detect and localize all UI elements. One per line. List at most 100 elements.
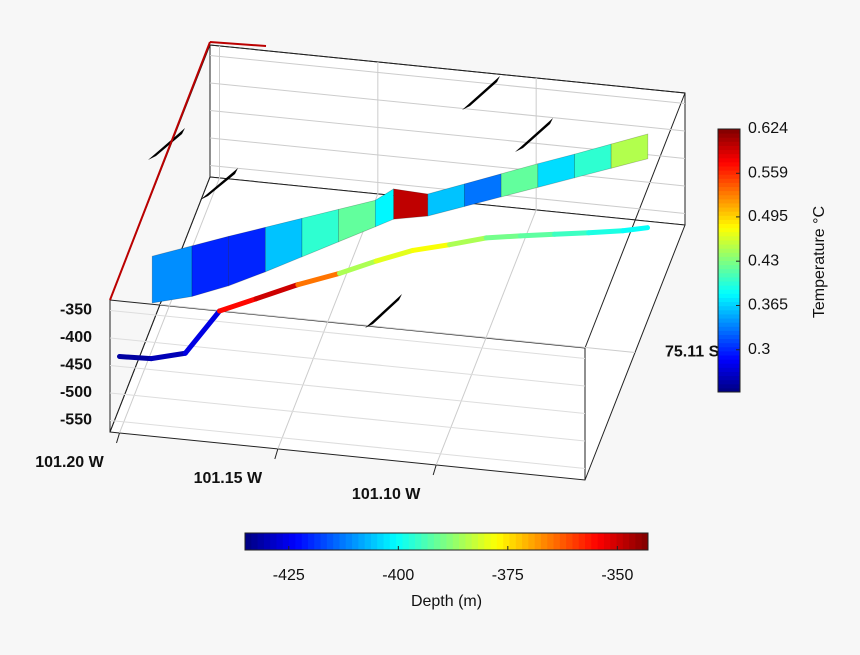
- colorbar-swatch: [408, 533, 416, 550]
- colorbar-swatch: [718, 256, 740, 261]
- track-segment: [552, 230, 592, 237]
- colorbar-swatch: [585, 533, 592, 550]
- colorbar-swatch: [333, 533, 340, 550]
- arrow: [148, 128, 185, 160]
- curtain-segment: [393, 188, 429, 220]
- colorbar-swatch: [718, 178, 740, 183]
- colorbar-swatch: [718, 186, 740, 192]
- colorbar-tick-label: -425: [273, 567, 305, 584]
- x-tick: [274, 448, 279, 460]
- grid-line: [209, 54, 686, 104]
- z-tick-label: -350: [60, 302, 92, 319]
- colorbar-swatch: [718, 301, 740, 307]
- colorbar-swatch: [718, 322, 740, 327]
- colorbar-swatch: [553, 533, 561, 550]
- track-segment: [337, 258, 379, 276]
- arrow: [365, 294, 402, 328]
- colorbar-swatch: [718, 367, 740, 372]
- colorbar-swatch: [396, 533, 403, 550]
- colorbar-swatch: [326, 533, 334, 550]
- colorbar-swatch: [446, 533, 454, 550]
- colorbar-swatch: [352, 533, 359, 550]
- colorbar-swatch: [345, 533, 353, 550]
- colorbar-swatch: [718, 153, 740, 159]
- colorbar-swatch: [289, 533, 296, 550]
- colorbar-swatch: [718, 359, 740, 364]
- colorbar-swatch: [509, 533, 517, 550]
- colorbar-swatch: [718, 363, 740, 368]
- current-arrows: [148, 76, 553, 328]
- colorbar-swatch: [718, 161, 740, 167]
- z-tick-label: -550: [60, 412, 92, 429]
- colorbar-swatch: [597, 533, 605, 550]
- colorbar-swatch: [718, 149, 740, 155]
- grid-line: [159, 304, 636, 353]
- colorbar-swatch: [641, 533, 649, 550]
- colorbar-swatch: [718, 223, 740, 229]
- track-segment: [586, 228, 626, 236]
- colorbar-swatch: [459, 533, 466, 550]
- colorbar-swatch: [629, 533, 636, 550]
- grid-line: [109, 364, 586, 414]
- colorbar-swatch: [718, 350, 740, 356]
- colorbar-swatch: [718, 239, 740, 245]
- colorbar-swatch: [616, 533, 624, 550]
- colorbar-swatch: [718, 165, 740, 171]
- track-segment: [182, 308, 222, 356]
- track-segment: [483, 233, 523, 241]
- colorbar-swatch: [566, 533, 573, 550]
- grid-line: [119, 45, 220, 434]
- track-segment: [410, 242, 452, 253]
- plot-area: [117, 133, 650, 362]
- colorbar-swatch: [718, 305, 740, 311]
- colorbar-swatch: [440, 533, 447, 550]
- grid-line: [209, 82, 686, 132]
- colorbar-swatch: [245, 533, 252, 550]
- curtain-segment: [610, 133, 649, 169]
- track-segment: [217, 296, 259, 314]
- track-segment: [117, 354, 154, 362]
- colorbar-swatch: [377, 533, 385, 550]
- colorbar-swatch: [471, 533, 479, 550]
- colorbar-swatch: [465, 533, 473, 550]
- colorbar-swatch: [635, 533, 643, 550]
- colorbar-swatch: [522, 533, 529, 550]
- colorbar-tick-label: 0.624: [748, 120, 788, 137]
- colorbar-swatch: [718, 170, 740, 175]
- track-segment: [253, 282, 301, 302]
- colorbar-swatch: [718, 231, 740, 237]
- colorbar-swatch: [415, 533, 422, 550]
- box-edge: [109, 299, 586, 349]
- colorbar-swatch: [421, 533, 429, 550]
- grid-line: [435, 77, 537, 466]
- colorbar-swatch: [718, 235, 740, 241]
- colorbar-swatch: [718, 338, 740, 344]
- track-segment: [447, 235, 489, 248]
- colorbar-swatch: [718, 264, 740, 270]
- colorbar-swatch: [718, 387, 740, 393]
- colorbar-swatch: [503, 533, 510, 550]
- colorbar-title: Temperature °C: [811, 206, 828, 318]
- colorbar-swatch: [718, 371, 740, 377]
- colorbar-swatch: [718, 334, 740, 340]
- colorbar-swatch: [718, 227, 740, 233]
- colorbar-swatch: [496, 533, 504, 550]
- edge-highlight: [209, 41, 267, 47]
- colorbar-swatch: [276, 533, 284, 550]
- z-tick-label: -400: [60, 329, 92, 346]
- colorbar-tick-label: 0.365: [748, 297, 788, 314]
- colorbar-swatch: [718, 133, 740, 138]
- x-tick-label: 101.10 W: [352, 486, 421, 503]
- y-tick-label: 75.11 S: [665, 344, 720, 361]
- colorbar-swatch: [718, 309, 740, 315]
- colorbar-frame: [717, 128, 741, 393]
- track-segment: [295, 270, 342, 288]
- x-tick-label: 101.20 W: [35, 454, 104, 471]
- colorbar-swatch: [718, 198, 740, 204]
- colorbar-title: Depth (m): [411, 593, 482, 610]
- colorbar-swatch: [718, 318, 740, 323]
- colorbar-swatch: [718, 219, 740, 225]
- colorbar-swatch: [718, 330, 740, 335]
- colorbar-swatch: [718, 141, 740, 146]
- colorbar-swatch: [383, 533, 391, 550]
